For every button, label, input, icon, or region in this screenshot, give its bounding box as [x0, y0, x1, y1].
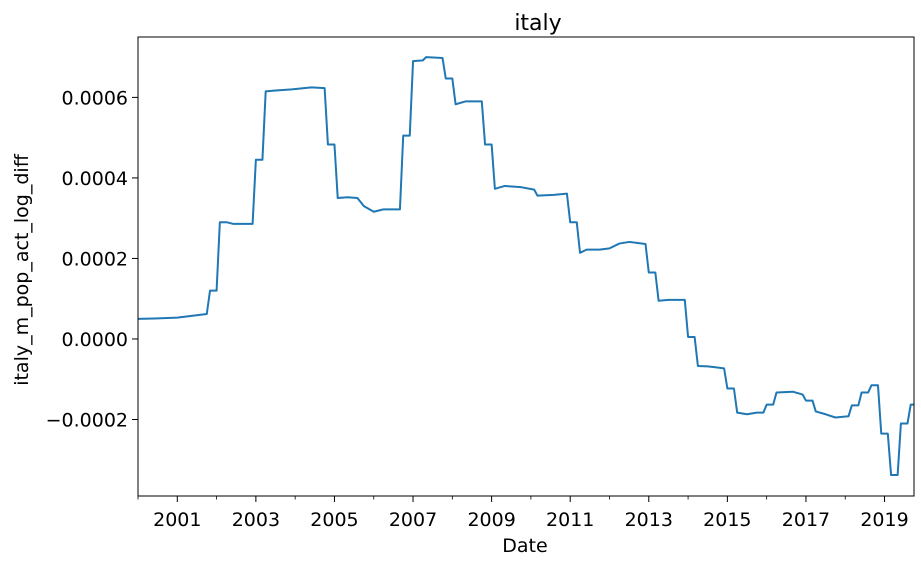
y-axis-title: italy_m_pop_act_log_diff [11, 153, 33, 385]
x-tick-label: 2009 [467, 509, 515, 531]
series-layer [137, 56, 914, 477]
x-tick-label: 2001 [153, 509, 201, 531]
x-tick-label: 2011 [546, 509, 594, 531]
y-tick-label: 0.0002 [62, 248, 128, 270]
x-tick-label: 2017 [782, 509, 830, 531]
x-tick-label: 2015 [703, 509, 751, 531]
y-tick-label: 0.0000 [62, 329, 128, 351]
y-tick-label: −0.0002 [46, 410, 128, 432]
chart-title: italy [514, 11, 561, 36]
x-axis: 2001 2003 2005 2007 2009 2011 2013 2015 2017 2019 [137, 496, 909, 531]
y-tick-label: 0.0006 [62, 87, 128, 109]
x-tick-label: 2013 [625, 509, 673, 531]
x-axis-title: Date [502, 535, 547, 557]
x-tick-label: 2003 [232, 509, 280, 531]
plot-frame [137, 36, 915, 497]
series-line-0 [137, 56, 914, 477]
x-tick-label: 2007 [389, 509, 437, 531]
x-tick-label: 2005 [310, 509, 358, 531]
y-tick-label: 0.0004 [62, 168, 128, 190]
x-tick-label: 2019 [860, 509, 908, 531]
y-axis: −0.0002 0.0000 0.0002 0.0004 0.0006 [46, 87, 138, 432]
